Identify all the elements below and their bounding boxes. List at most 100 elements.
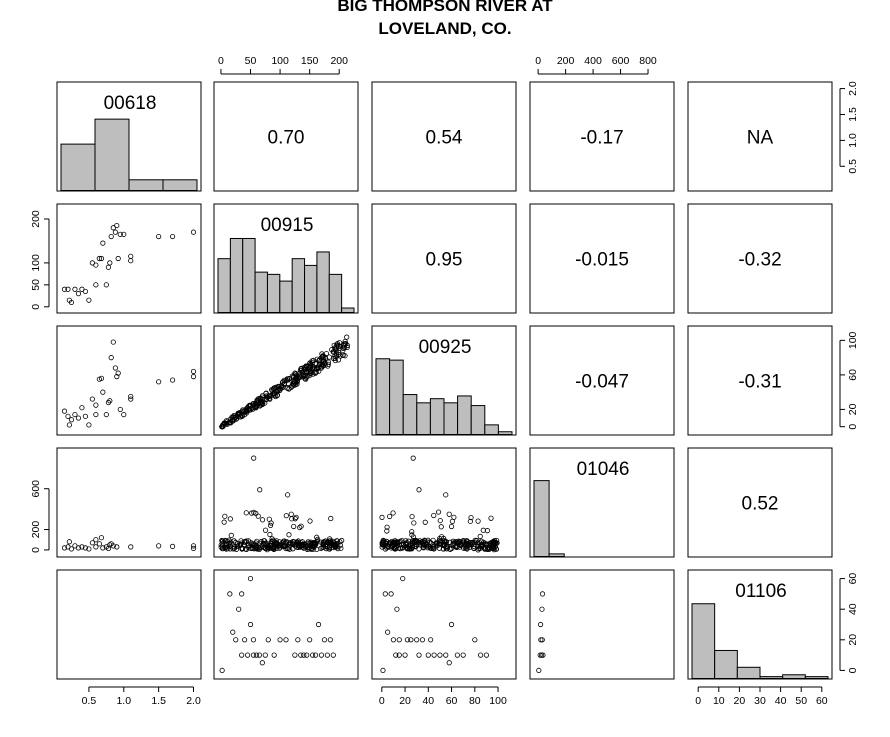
scatter-point — [230, 629, 236, 635]
scatter-point — [121, 411, 127, 418]
scatter-point — [284, 385, 290, 391]
scatter-point — [403, 538, 409, 544]
scatter-point — [436, 537, 442, 544]
histogram-bar — [736, 666, 761, 679]
scatter-point — [61, 286, 68, 292]
scatter-point — [337, 542, 344, 548]
scatter-point — [417, 542, 423, 548]
scatter-point — [428, 637, 434, 643]
scatter-point — [72, 411, 78, 418]
scatter-point — [270, 537, 276, 543]
scatter-point — [539, 606, 545, 612]
scatter-point — [240, 408, 246, 415]
panel-3-3 — [529, 447, 675, 558]
tick-label: 1.5 — [847, 107, 859, 122]
scatter-point — [219, 424, 225, 430]
histogram-bar — [457, 395, 472, 436]
scatter-point — [337, 343, 343, 349]
scatter-point — [257, 487, 263, 493]
scatter-point — [238, 540, 244, 546]
scatter-point — [79, 544, 85, 550]
histogram-bar — [266, 273, 281, 313]
tick-label: 40 — [422, 695, 434, 707]
scatter-point — [61, 408, 68, 414]
scatter-point — [226, 540, 233, 547]
scatter-point — [281, 380, 288, 386]
scatter-point — [334, 538, 340, 544]
scatter-point — [428, 545, 434, 551]
scatter-point — [321, 637, 328, 643]
scatter-point — [400, 575, 406, 582]
panel-3-4 — [687, 447, 833, 558]
scatter-point — [307, 371, 313, 377]
scatter-point — [89, 540, 95, 546]
tick-label: 100 — [847, 331, 859, 349]
variable-label: 00925 — [419, 337, 472, 358]
histogram-bar — [389, 359, 404, 436]
scatter-point — [329, 541, 335, 547]
scatter-point — [416, 546, 422, 552]
scatter-point — [244, 408, 250, 414]
scatter-point — [416, 487, 422, 493]
tick-label: 200 — [30, 210, 42, 228]
tick-label: 0 — [847, 424, 859, 430]
scatter-point — [262, 652, 268, 658]
scatter-point — [247, 621, 254, 628]
scatter-point — [220, 544, 226, 550]
scatter-point — [437, 517, 443, 524]
scatter-point — [308, 363, 314, 369]
scatter-point — [250, 652, 257, 658]
scatter-point — [318, 545, 324, 552]
scatter-point — [471, 543, 477, 549]
scatter-point — [115, 370, 121, 376]
scatter-point — [394, 539, 400, 545]
tick-label: 0 — [695, 695, 701, 707]
scatter-point — [437, 652, 443, 658]
scatter-point — [117, 406, 123, 413]
scatter-point — [422, 519, 428, 525]
correlation-value: -0.047 — [575, 372, 629, 393]
scatter-point — [343, 341, 349, 347]
scatter-point — [242, 637, 248, 643]
scatter-point — [446, 660, 452, 666]
scatter-point — [93, 544, 99, 550]
scatter-point — [242, 546, 249, 552]
scatter-point — [414, 637, 420, 643]
scatter-point — [286, 532, 292, 538]
scatter-point — [235, 411, 241, 418]
scatter-point — [443, 539, 450, 545]
scatter-point — [128, 393, 134, 400]
scatter-point — [233, 637, 239, 643]
histogram-bar — [341, 307, 355, 313]
scatter-point — [75, 291, 82, 297]
scatter-point — [409, 546, 415, 552]
scatter-point — [110, 339, 116, 345]
scatter-point — [482, 540, 488, 546]
scatter-point — [228, 532, 234, 538]
scatter-point — [314, 356, 320, 362]
tick-label: 150 — [301, 55, 319, 67]
scatter-point — [287, 546, 293, 552]
scatter-point — [449, 545, 455, 551]
scatter-point — [260, 540, 266, 546]
scatter-point — [247, 575, 254, 582]
tick-label: 1.5 — [151, 695, 166, 707]
scatter-point — [86, 422, 92, 428]
scatter-point — [424, 539, 431, 545]
scatter-point — [115, 255, 121, 262]
scatter-point — [468, 539, 474, 546]
scatter-point — [387, 513, 393, 520]
chart-title-line1: BIG THOMPSON RIVER AT — [337, 0, 553, 15]
tick-label: 0 — [535, 55, 541, 67]
scatter-point — [461, 539, 467, 545]
scatter-point — [293, 514, 299, 520]
tick-label: 20 — [734, 695, 746, 707]
scatter-point — [231, 538, 237, 544]
scatter-point — [332, 543, 339, 549]
panel-3-0 — [56, 447, 202, 558]
panel-3-1 — [213, 447, 359, 558]
scatter-point — [304, 369, 310, 376]
scatter-point — [294, 541, 300, 547]
scatter-point — [93, 262, 99, 268]
scatter-point — [295, 637, 301, 643]
